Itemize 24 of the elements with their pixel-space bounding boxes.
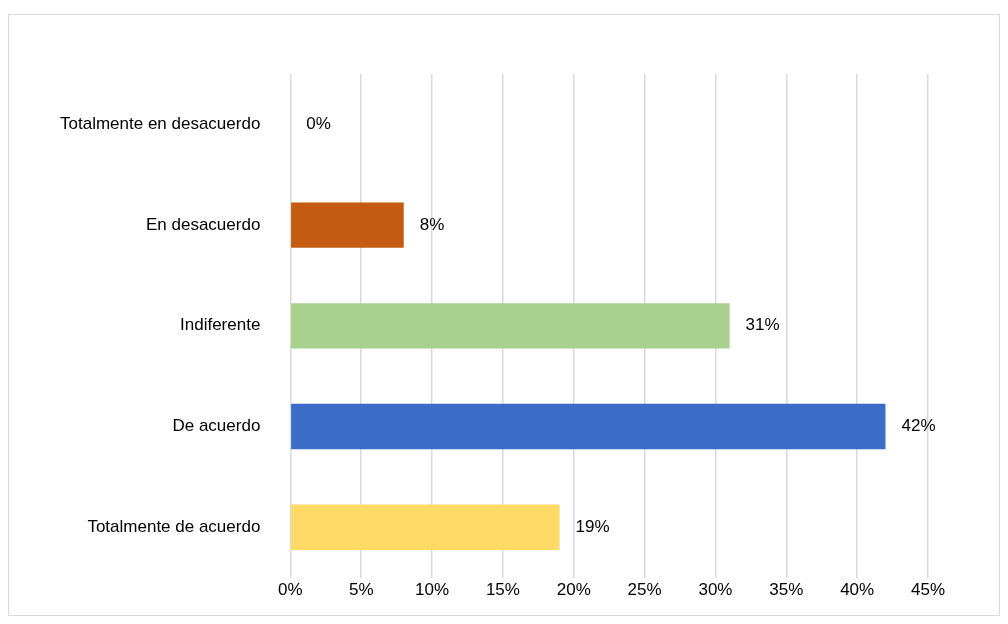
data-label: 8% — [419, 214, 445, 234]
x-tick-label: 20% — [556, 580, 591, 600]
y-tick-label: Indiferente — [180, 315, 261, 335]
x-tick-label: 5% — [348, 580, 374, 600]
y-tick-label: Totalmente de acuerdo — [87, 516, 261, 536]
data-label: 0% — [306, 114, 331, 134]
x-tick-label: 30% — [698, 580, 733, 600]
bar — [291, 403, 886, 450]
x-tick-label: 45% — [910, 580, 946, 600]
data-label: 31% — [745, 315, 780, 335]
x-tick-label: 10% — [415, 580, 450, 600]
y-tick-label: Totalmente en desacuerdo — [60, 114, 261, 134]
bar — [291, 303, 730, 349]
x-tick-label: 25% — [627, 580, 662, 600]
data-label: 19% — [575, 516, 610, 536]
x-tick-label: 40% — [840, 580, 875, 600]
x-tick-label: 15% — [485, 580, 520, 600]
bar — [291, 202, 404, 248]
x-tick-label: 35% — [769, 580, 804, 600]
y-tick-label: De acuerdo — [172, 416, 261, 436]
bar — [291, 504, 560, 550]
x-tick-label: 0% — [278, 580, 303, 600]
data-label: 42% — [901, 416, 936, 436]
y-tick-label: En desacuerdo — [145, 214, 261, 234]
